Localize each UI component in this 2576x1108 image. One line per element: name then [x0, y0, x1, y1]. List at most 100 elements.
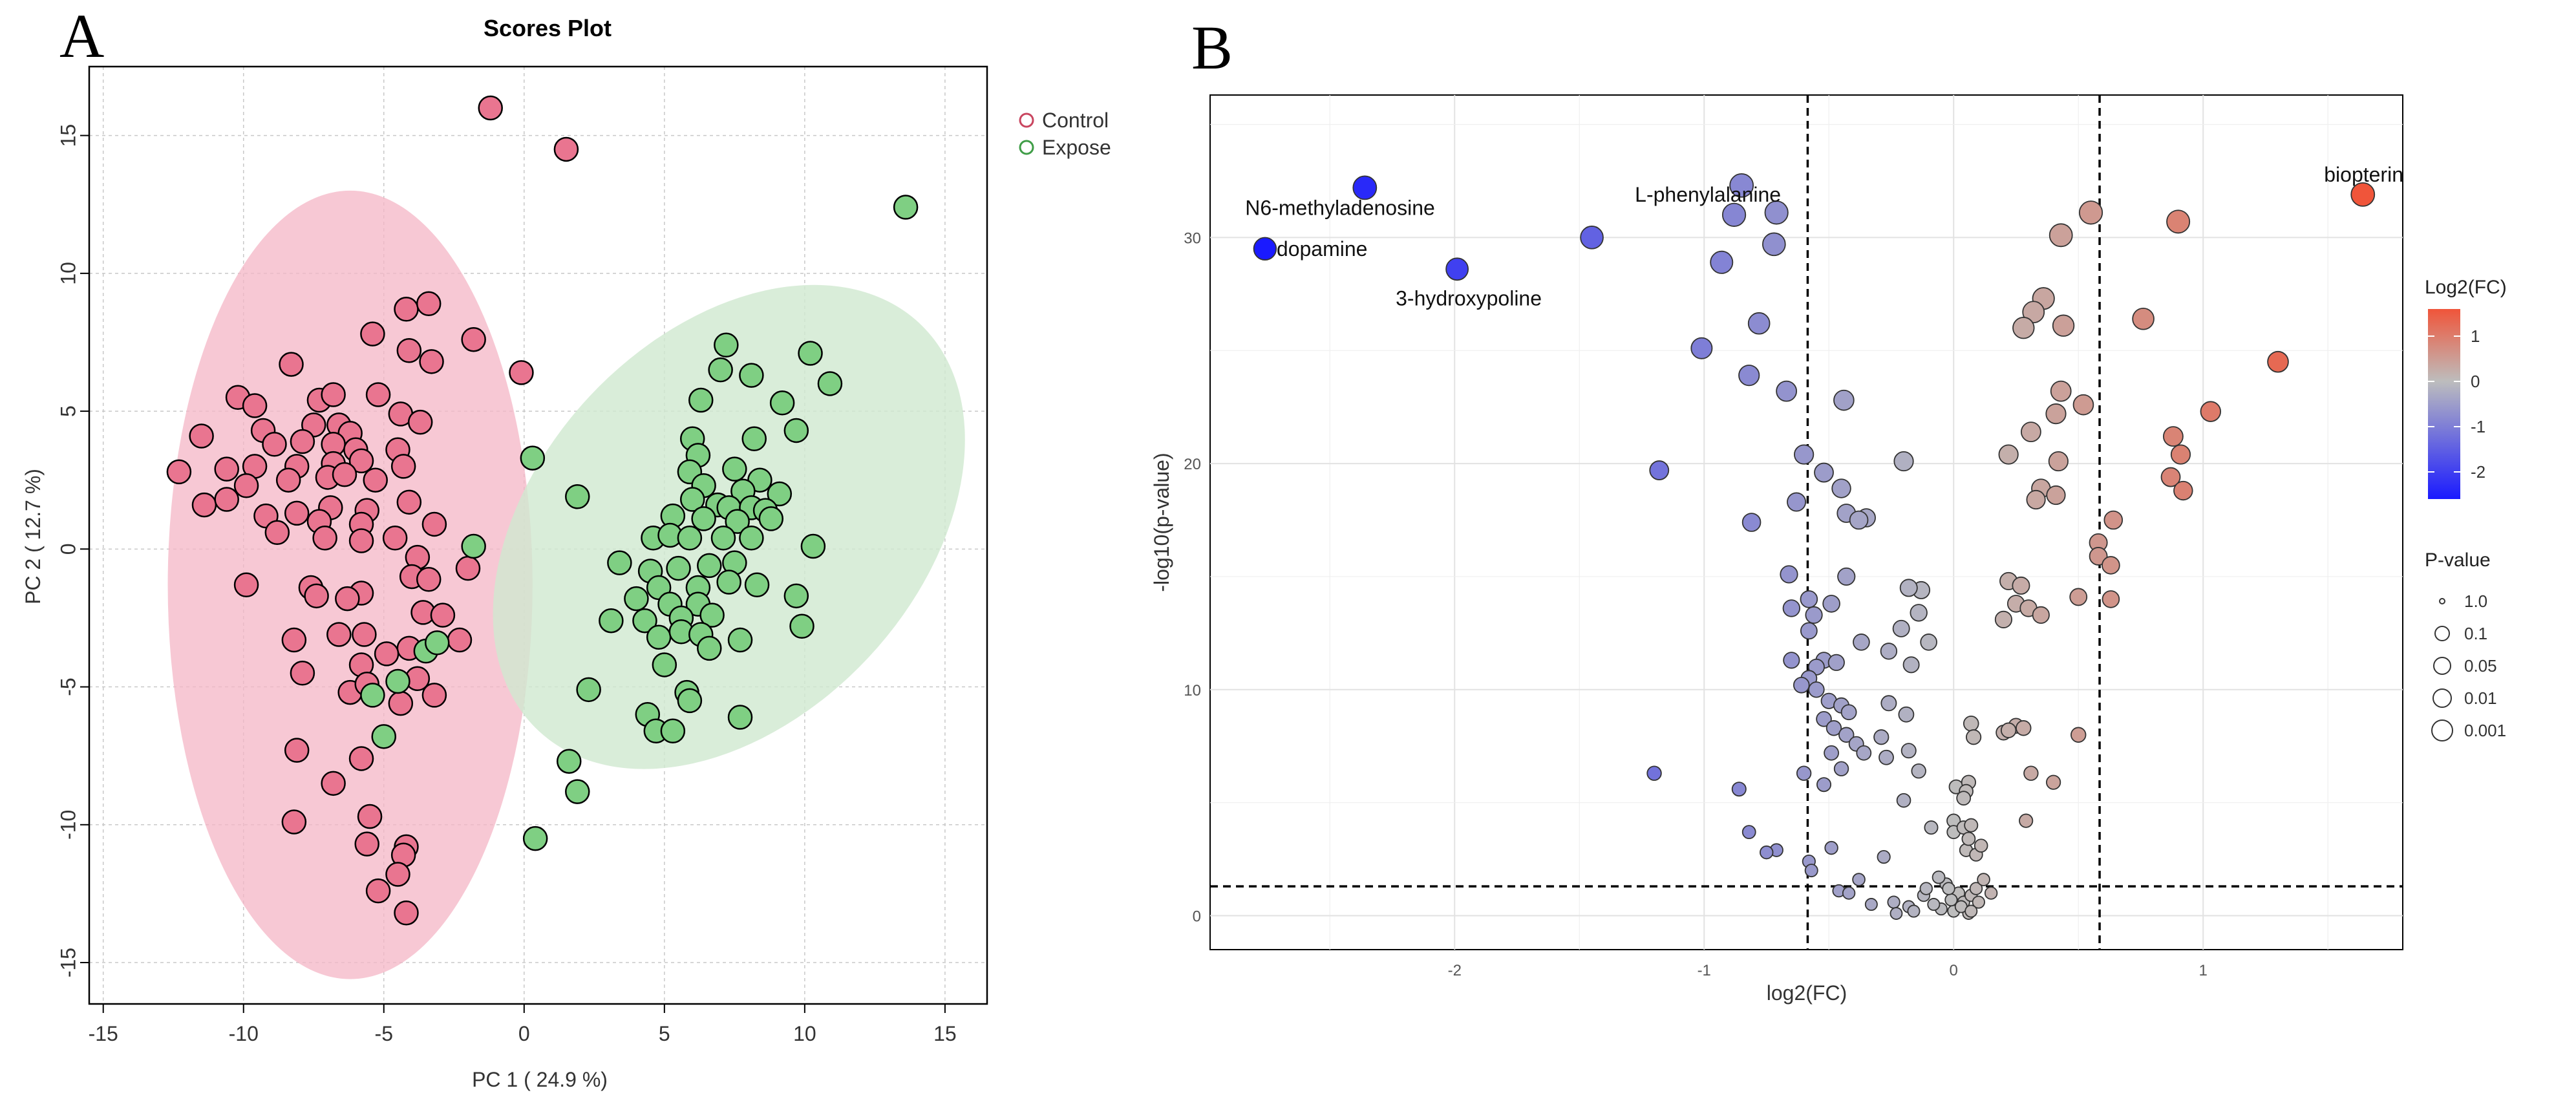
legend-control-marker — [1019, 112, 1034, 128]
size-legend: P-value 1.0 0.1 0.05 0.01 0.001 — [2425, 549, 2506, 741]
volcano-point-45 — [2026, 489, 2046, 510]
annotation-n6-methyladenosine: N6-methyladenosine — [1245, 196, 1435, 219]
size-legend-title: P-value — [2425, 549, 2491, 571]
control-point-16 — [407, 409, 433, 435]
annotation-dopamine: dopamine — [1277, 237, 1368, 261]
volcano-point-20 — [1787, 492, 1807, 512]
volcano-y-tick-label-3: 30 — [1184, 229, 1201, 247]
control-point-23 — [290, 429, 315, 454]
volcano-point-126 — [1741, 825, 1756, 840]
volcano-point-61 — [1837, 567, 1856, 586]
volcano-point-26 — [2166, 209, 2191, 234]
volcano-point-60 — [1780, 565, 1798, 584]
expose-point-4 — [739, 363, 764, 388]
volcano-point-85 — [1880, 695, 1897, 712]
volcano-point-153 — [1927, 898, 1941, 911]
volcano-point-2 — [1253, 237, 1277, 261]
volcano-y-tick-label-2: 20 — [1184, 456, 1201, 473]
volcano-point-4 — [1729, 173, 1754, 198]
expose-point-72 — [424, 630, 450, 655]
volcano-point-39 — [2162, 426, 2184, 447]
volcano-point-34 — [2050, 380, 2072, 402]
volcano-point-96 — [1911, 763, 1926, 779]
control-point-8 — [419, 349, 444, 374]
volcano-point-35 — [2072, 394, 2094, 416]
volcano-point-151 — [1889, 907, 1903, 920]
volcano-point-66 — [1910, 604, 1928, 622]
pca-x-tick-label-5: 10 — [793, 1022, 816, 1045]
control-point-14 — [365, 382, 391, 407]
volcano-point-94 — [1879, 749, 1894, 765]
expose-point-27 — [758, 506, 784, 531]
volcano-point-11 — [1690, 337, 1713, 359]
expose-point-69 — [461, 533, 486, 559]
control-point-0 — [478, 95, 503, 121]
volcano-point-159 — [1964, 904, 1978, 918]
expose-point-33 — [739, 526, 764, 551]
annotation-l-phenylalanine: L-phenylalanine — [1635, 183, 1781, 206]
annotation-biopterin: biopterin — [2324, 163, 2403, 186]
control-point-86 — [365, 878, 391, 904]
volcano-point-67 — [1782, 599, 1801, 617]
control-point-58 — [416, 566, 442, 592]
expose-point-67 — [565, 779, 590, 804]
volcano-point-99 — [1646, 765, 1662, 781]
volcano-point-92 — [1824, 745, 1839, 761]
volcano-point-134 — [1864, 898, 1878, 911]
control-point-7 — [396, 338, 422, 363]
expose-point-35 — [607, 550, 632, 575]
panel-a: A Scores Plot -15 -10 -5 0 5 10 15 -15 -10 -5 0 5 1… — [21, 1, 1111, 1091]
legend-control-label: Control — [1042, 109, 1109, 132]
expose-point-64 — [727, 705, 753, 730]
size-legend-entries: 1.0 0.1 0.05 0.01 0.001 — [2431, 591, 2506, 741]
volcano-point-84 — [1840, 704, 1857, 721]
volcano-plot-frame — [1209, 94, 2403, 950]
volcano-point-38 — [2200, 401, 2221, 422]
volcano-point-98 — [1796, 765, 1812, 781]
volcano-point-27 — [2049, 223, 2073, 248]
control-point-40 — [214, 487, 239, 512]
pca-y-tick-label-0: -15 — [56, 948, 80, 977]
size-legend-label-1: 0.1 — [2464, 624, 2487, 643]
scores-plot-title: Scores Plot — [484, 15, 612, 41]
expose-point-19 — [679, 487, 705, 512]
volcano-point-130 — [1804, 864, 1818, 878]
volcano-point-29 — [2022, 301, 2045, 324]
volcano-point-95 — [1900, 743, 1917, 759]
control-point-64 — [281, 627, 307, 653]
control-point-66 — [352, 622, 377, 647]
control-point-38 — [363, 467, 388, 493]
size-legend-marker-1 — [2434, 626, 2450, 641]
pca-legend: Control Expose — [1019, 109, 1111, 159]
volcano-point-81 — [1808, 681, 1825, 698]
volcano-point-133 — [1877, 850, 1891, 864]
volcano-point-62 — [1800, 590, 1818, 608]
volcano-point-77 — [1853, 634, 1870, 651]
pca-points — [166, 95, 919, 926]
panel-a-label: A — [59, 1, 104, 70]
volcano-point-80 — [1793, 677, 1810, 694]
volcano-point-69 — [1800, 622, 1818, 640]
volcano-point-32 — [2132, 307, 2155, 330]
volcano-point-37 — [2020, 421, 2041, 443]
volcano-point-128 — [1760, 845, 1774, 860]
pca-y-axis-label: PC 2 ( 12.7 %) — [21, 469, 45, 604]
pca-y-tick-label-5: 10 — [56, 262, 80, 285]
expose-point-65 — [660, 718, 686, 744]
volcano-point-114 — [2046, 774, 2061, 790]
control-point-54 — [233, 572, 259, 598]
volcano-point-53 — [2012, 576, 2030, 595]
volcano-point-36 — [2045, 403, 2067, 425]
volcano-point-50 — [2089, 547, 2108, 566]
volcano-point-8 — [1762, 232, 1786, 257]
panel-b: B biopterin N6-methyladenosine dopamine 3-h… — [1150, 13, 2507, 1005]
expose-point-73 — [360, 683, 385, 708]
volcano-point-17 — [1893, 451, 1914, 472]
size-legend-marker-2 — [2433, 657, 2451, 675]
volcano-point-57 — [2102, 590, 2120, 608]
expose-point-66 — [556, 749, 582, 774]
volcano-point-109 — [1956, 791, 1972, 806]
control-point-34 — [233, 473, 259, 498]
expose-point-74 — [371, 724, 397, 749]
